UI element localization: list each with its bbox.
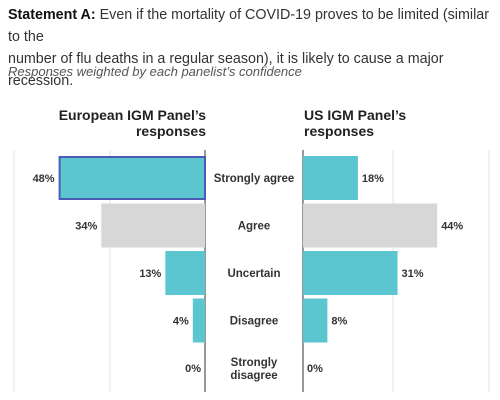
us-value-label-2: 31% (402, 268, 424, 280)
category-label-2: Uncertain (227, 268, 280, 280)
eu-panel-title: European IGM Panel’s responses (59, 107, 206, 139)
category-label-3: Disagree (230, 316, 279, 328)
us-value-label-4: 0% (307, 363, 323, 375)
eu-value-label-1: 34% (75, 221, 97, 233)
category-label-1: Agree (238, 221, 271, 233)
statement-text: Statement A: Even if the mortality of CO… (8, 4, 494, 92)
us-panel-title-line1: US IGM Panel’s (304, 107, 407, 123)
category-label-0: Strongly agree (214, 173, 295, 185)
eu-bar-2 (165, 251, 205, 295)
statement-line1: Even if the mortality of COVID-19 proves… (8, 7, 489, 45)
us-panel-title: US IGM Panel’s responses (304, 107, 406, 139)
us-bar-3 (303, 298, 328, 343)
chart-subtitle: Responses weighted by each panelist’s co… (8, 64, 302, 79)
us-value-label-3: 8% (331, 316, 347, 328)
us-panel-title-line2: responses (304, 123, 375, 139)
eu-panel-title-line2: responses (135, 123, 206, 139)
eu-bar-3 (192, 298, 205, 343)
us-bar-1 (303, 203, 438, 248)
statement-prefix: Statement A: (8, 7, 96, 23)
us-bar-0 (303, 156, 358, 200)
eu-value-label-0: 48% (33, 173, 55, 185)
us-value-label-0: 18% (362, 173, 384, 185)
eu-bar-0 (58, 156, 206, 200)
eu-bar-1 (101, 203, 205, 248)
statement-line2: number of flu deaths in a regular season… (8, 51, 444, 89)
category-label-4: Strongly disagree (230, 357, 278, 382)
eu-value-label-4: 0% (185, 363, 201, 375)
eu-value-label-2: 13% (139, 268, 161, 280)
eu-panel-title-line1: European IGM Panel’s (58, 107, 206, 123)
us-value-label-1: 44% (441, 221, 463, 233)
eu-value-label-3: 4% (173, 316, 189, 328)
us-bar-2 (303, 251, 398, 295)
